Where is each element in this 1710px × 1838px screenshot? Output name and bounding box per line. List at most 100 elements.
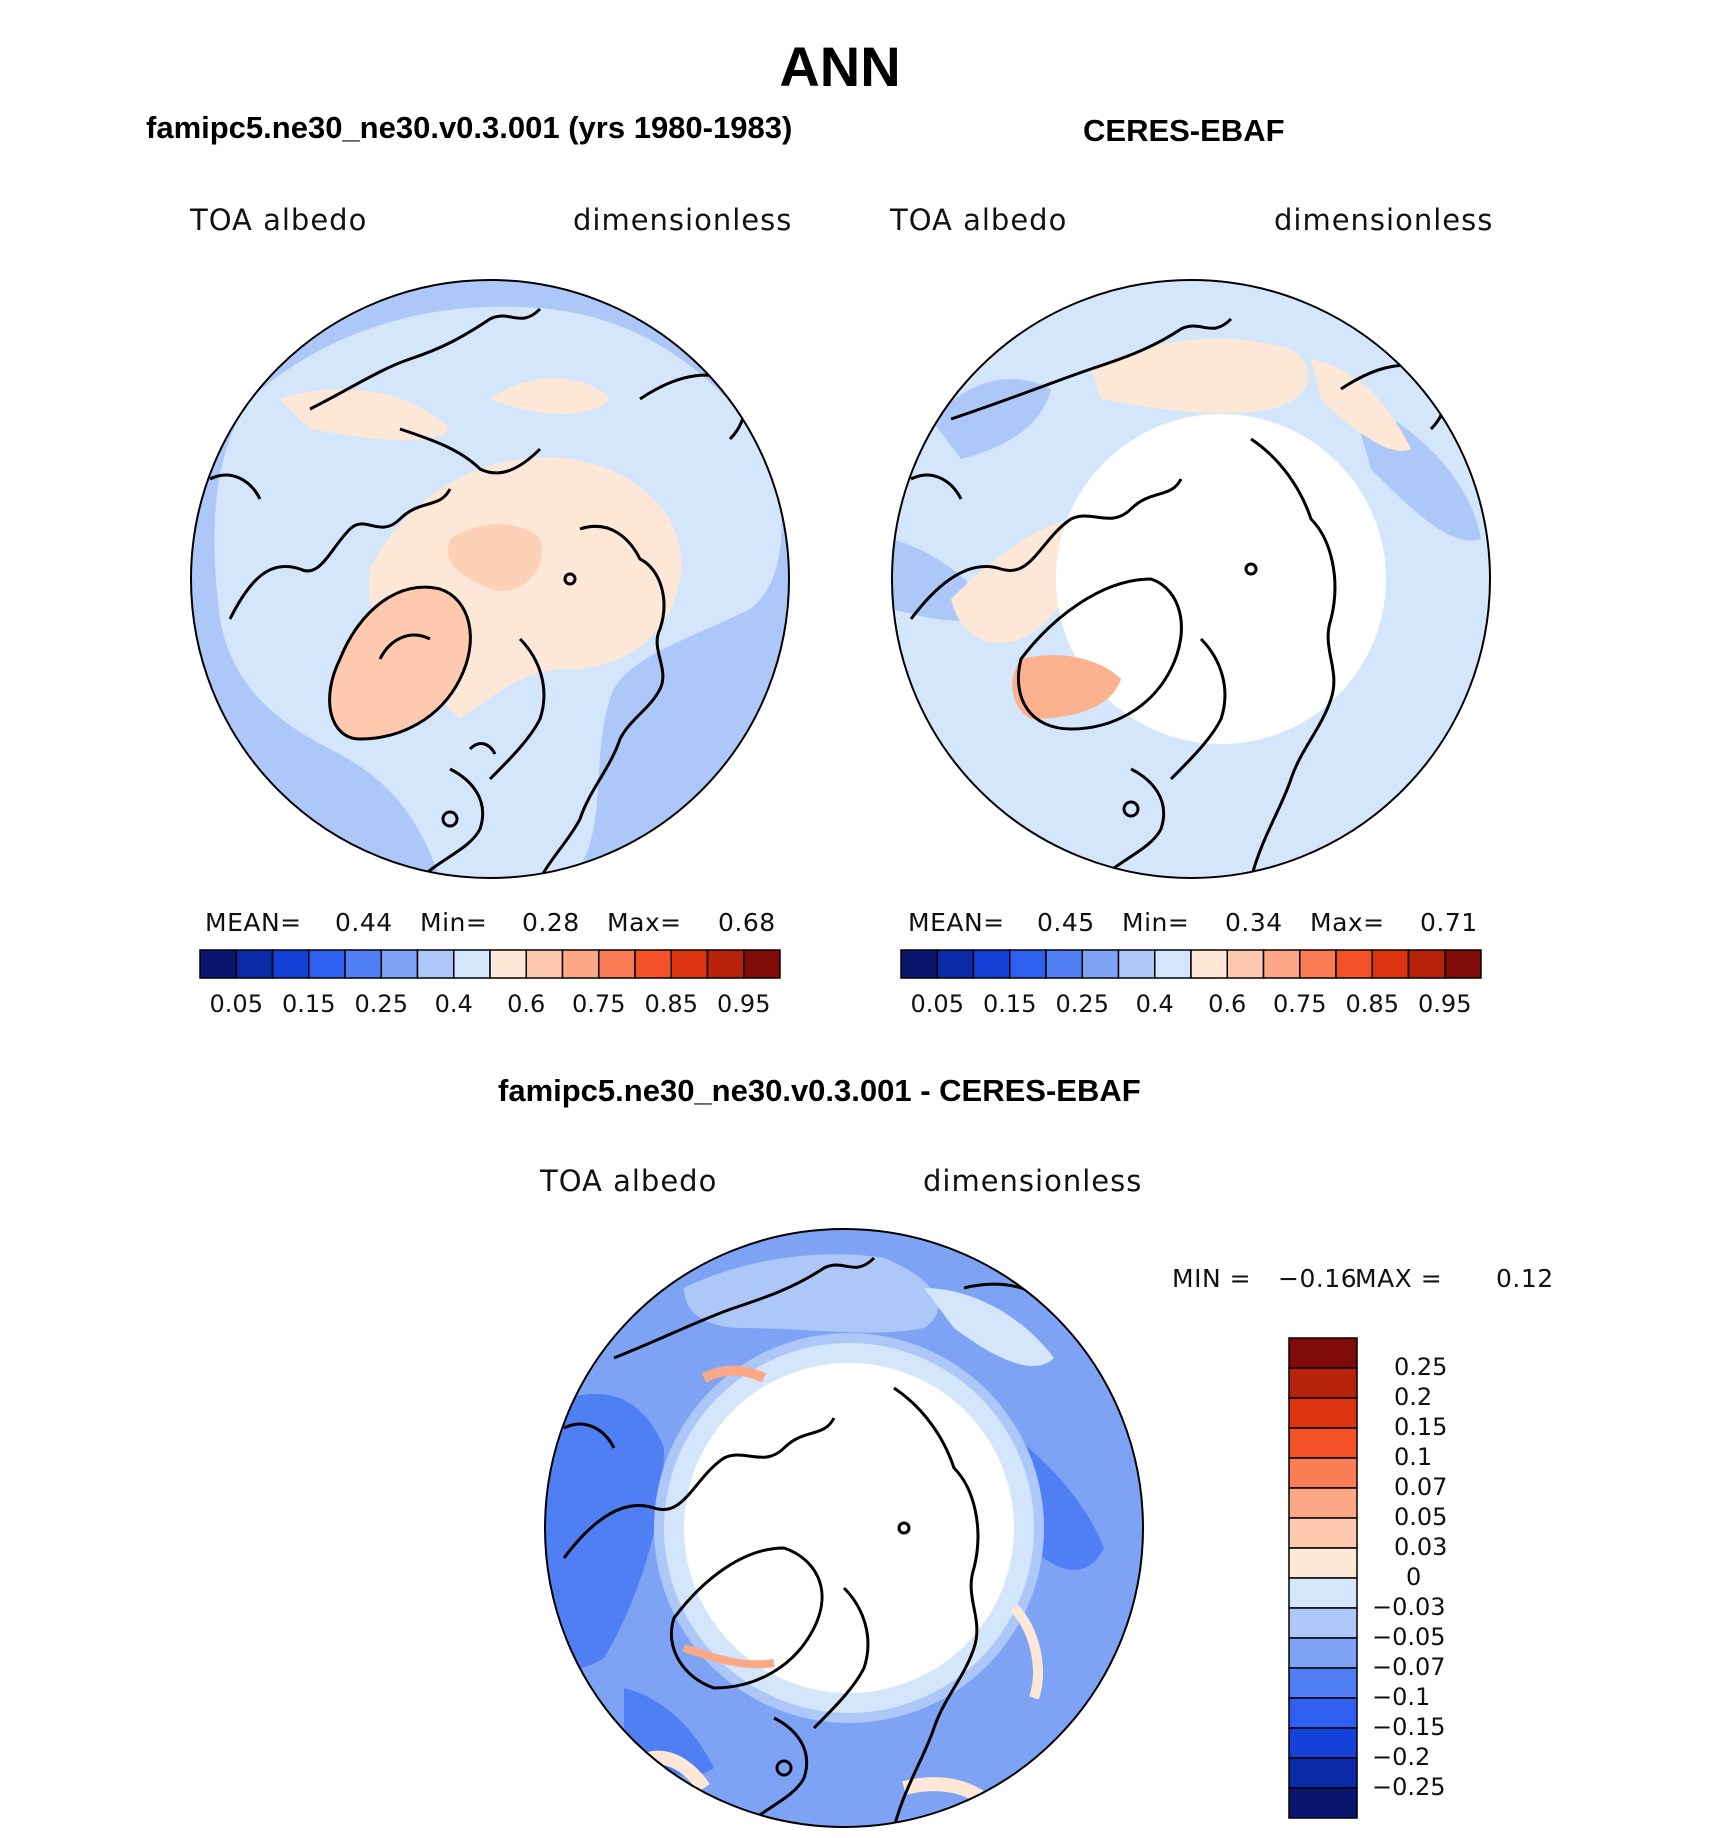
- obs-colorbar-swatch: [1045, 949, 1083, 979]
- model-subtitle: famipc5.ne30_ne30.v0.3.001 (yrs 1980-198…: [146, 110, 793, 145]
- diff-colorbar-tick-label: −0.25: [1372, 1773, 1446, 1801]
- diff-colorbar-tick-label: −0.03: [1372, 1593, 1446, 1621]
- obs-colorbar: [900, 949, 1482, 979]
- obs-min-label: Min=: [1122, 908, 1190, 937]
- diff-colorbar-tick-label: 0.07: [1394, 1473, 1448, 1501]
- model-colorbar-swatch: [235, 949, 274, 979]
- obs-colorbar-swatch: [1262, 949, 1301, 979]
- model-colorbar-tick-label: 0.75: [572, 990, 626, 1018]
- diff-variable-label: TOA albedo: [540, 1164, 718, 1198]
- obs-colorbar-swatch: [1226, 949, 1265, 979]
- model-colorbar-swatch: [743, 949, 781, 979]
- model-min-value: 0.28: [522, 908, 580, 937]
- diff-colorbar-swatch: [1288, 1427, 1358, 1459]
- model-colorbar: [199, 949, 781, 979]
- model-colorbar-ticks: 0.05 0.15 0.25 0.4 0.6 0.75 0.85 0.95: [200, 990, 780, 1020]
- obs-colorbar-swatch: [1371, 949, 1410, 979]
- model-colorbar-tick-label: 0.6: [507, 990, 546, 1018]
- model-colorbar-swatch: [308, 949, 346, 979]
- obs-colorbar-tick-label: 0.6: [1208, 990, 1247, 1018]
- obs-min-value: 0.34: [1225, 908, 1283, 937]
- diff-colorbar-swatch: [1288, 1637, 1358, 1669]
- obs-colorbar-swatch: [1117, 949, 1156, 979]
- main-title: ANN: [779, 35, 901, 98]
- obs-max-label: Max=: [1310, 908, 1385, 937]
- model-colorbar-tick-label: 0.05: [209, 990, 263, 1018]
- model-max-label: Max=: [607, 908, 682, 937]
- diff-colorbar-swatch: [1288, 1397, 1358, 1429]
- model-colorbar-swatch: [453, 949, 491, 979]
- obs-polar-map: [891, 279, 1491, 879]
- diff-colorbar-swatch: [1288, 1667, 1358, 1699]
- model-polar-map: [190, 279, 790, 879]
- obs-colorbar-tick-label: 0.4: [1135, 990, 1174, 1018]
- obs-colorbar-swatch: [1190, 949, 1228, 979]
- diff-colorbar-swatch: [1288, 1337, 1358, 1369]
- model-colorbar-swatch: [271, 949, 310, 979]
- obs-colorbar-swatch: [972, 949, 1011, 979]
- model-mean-value: 0.44: [335, 908, 393, 937]
- model-colorbar-swatch: [634, 949, 672, 979]
- obs-colorbar-swatch: [1299, 949, 1337, 979]
- obs-colorbar-swatch: [1081, 949, 1120, 979]
- diff-colorbar-swatch: [1288, 1787, 1358, 1819]
- model-units-label: dimensionless: [573, 203, 793, 237]
- obs-colorbar-tick-label: 0.85: [1345, 990, 1399, 1018]
- obs-colorbar-swatch: [1009, 949, 1047, 979]
- diff-colorbar-tick-label: 0.1: [1394, 1443, 1433, 1471]
- model-variable-label: TOA albedo: [190, 203, 368, 237]
- diff-colorbar-tick-label: −0.05: [1372, 1623, 1446, 1651]
- model-colorbar-swatch: [598, 949, 636, 979]
- diff-colorbar-swatch: [1288, 1757, 1358, 1789]
- model-colorbar-tick-label: 0.25: [354, 990, 408, 1018]
- diff-min-label: MIN =: [1172, 1264, 1252, 1293]
- diff-colorbar-tick-label: 0.2: [1394, 1383, 1433, 1411]
- obs-mean-value: 0.45: [1037, 908, 1095, 937]
- diff-min-value: −0.16: [1278, 1264, 1358, 1293]
- diff-colorbar-swatch: [1288, 1457, 1358, 1489]
- model-colorbar-tick-label: 0.15: [282, 990, 336, 1018]
- model-colorbar-tick-label: 0.4: [434, 990, 473, 1018]
- model-colorbar-tick-label: 0.85: [644, 990, 698, 1018]
- obs-variable-label: TOA albedo: [890, 203, 1068, 237]
- diff-colorbar-swatch: [1288, 1607, 1358, 1639]
- obs-colorbar-swatch: [1444, 949, 1482, 979]
- diff-colorbar-swatch: [1288, 1727, 1358, 1759]
- model-colorbar-swatch: [199, 949, 237, 979]
- diff-colorbar-swatch: [1288, 1517, 1358, 1549]
- obs-colorbar-swatch: [936, 949, 975, 979]
- model-colorbar-swatch: [416, 949, 455, 979]
- model-colorbar-swatch: [525, 949, 564, 979]
- model-colorbar-swatch: [489, 949, 527, 979]
- obs-colorbar-tick-label: 0.95: [1418, 990, 1472, 1018]
- diff-colorbar-ticks: 0.25 0.2 0.15 0.1 0.07 0.05 0.03 0 −0.03 −0.05 −0.…: [1372, 1338, 1492, 1818]
- obs-colorbar-swatch: [1335, 949, 1373, 979]
- diff-colorbar-tick-label: 0.05: [1394, 1503, 1448, 1531]
- diff-colorbar-swatch: [1288, 1697, 1358, 1729]
- obs-subtitle: CERES-EBAF: [1083, 113, 1285, 148]
- diff-colorbar-tick-label: −0.15: [1372, 1713, 1446, 1741]
- obs-max-value: 0.71: [1420, 908, 1478, 937]
- obs-colorbar-tick-label: 0.15: [983, 990, 1037, 1018]
- obs-units-label: dimensionless: [1274, 203, 1494, 237]
- diff-colorbar-swatch: [1288, 1487, 1358, 1519]
- diff-colorbar-tick-label: 0.25: [1394, 1353, 1448, 1381]
- model-colorbar-swatch: [561, 949, 600, 979]
- model-colorbar-swatch: [380, 949, 419, 979]
- model-max-value: 0.68: [718, 908, 776, 937]
- diff-max-label: MAX =: [1355, 1264, 1443, 1293]
- obs-colorbar-swatch: [1407, 949, 1446, 979]
- diff-colorbar: [1288, 1337, 1358, 1819]
- diff-units-label: dimensionless: [923, 1164, 1143, 1198]
- model-mean-label: MEAN=: [205, 908, 302, 937]
- diff-colorbar-tick-label: −0.1: [1372, 1683, 1431, 1711]
- diff-colorbar-tick-label: 0: [1406, 1563, 1422, 1591]
- model-min-label: Min=: [420, 908, 488, 937]
- model-colorbar-tick-label: 0.95: [717, 990, 771, 1018]
- obs-mean-label: MEAN=: [908, 908, 1005, 937]
- diff-subtitle: famipc5.ne30_ne30.v0.3.001 - CERES-EBAF: [498, 1073, 1141, 1108]
- diff-colorbar-tick-label: 0.15: [1394, 1413, 1448, 1441]
- obs-colorbar-ticks: 0.05 0.15 0.25 0.4 0.6 0.75 0.85 0.95: [901, 990, 1481, 1020]
- obs-colorbar-swatch: [900, 949, 938, 979]
- diff-colorbar-swatch: [1288, 1577, 1358, 1609]
